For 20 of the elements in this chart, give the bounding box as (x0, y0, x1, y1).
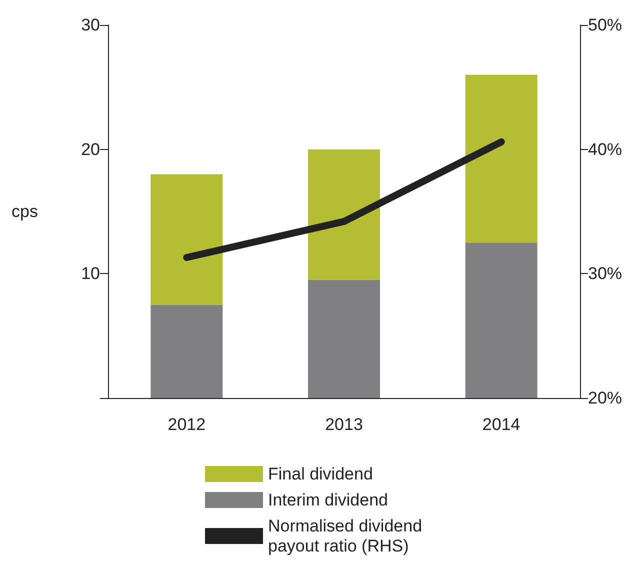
x-tick-label: 2014 (482, 415, 520, 434)
legend-label: Final dividend (268, 464, 373, 484)
y2-tick-label: 20% (588, 388, 622, 408)
y2-tick-label: 40% (588, 140, 622, 159)
bar (308, 280, 380, 398)
bar (465, 74, 538, 243)
legend-label: Normalised dividend payout ratio (RHS) (268, 516, 427, 556)
legend-label: Interim dividend (268, 490, 388, 510)
x-tick-label: 2012 (168, 415, 206, 434)
bar (308, 149, 380, 280)
y-tick-label: 30 (81, 16, 100, 34)
bar (465, 242, 538, 398)
bar (150, 304, 223, 398)
x-tick-label: 2013 (325, 415, 363, 434)
y2-tick-label: 30% (588, 264, 622, 284)
y-tick-label: 10 (81, 264, 100, 284)
y2-tick-label: 50% (588, 16, 622, 34)
bar (150, 174, 223, 305)
y-tick-label: 20 (81, 140, 100, 159)
y-axis-title: cps (12, 202, 38, 221)
